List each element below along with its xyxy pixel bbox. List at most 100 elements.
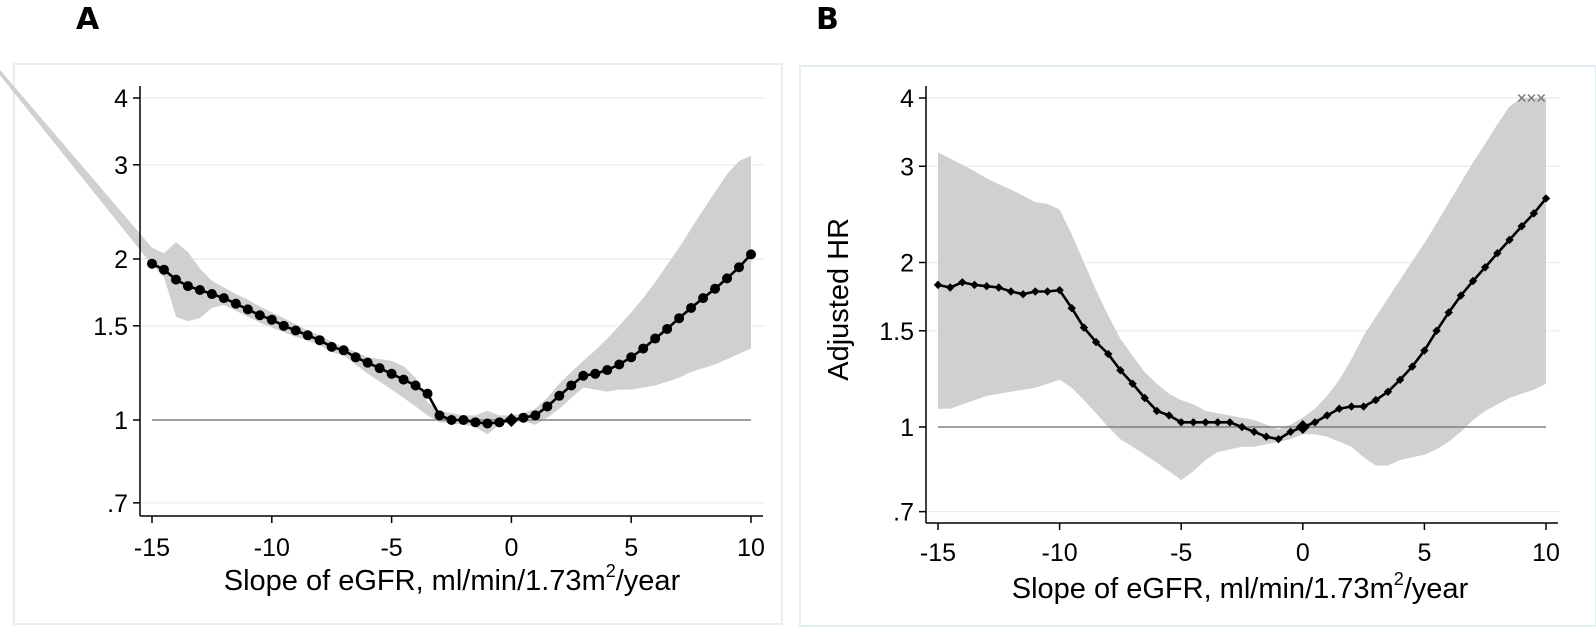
y-tick-label: 4	[114, 85, 128, 113]
data-point	[746, 249, 756, 260]
plot-frame	[13, 63, 783, 625]
confidence-band	[938, 98, 1546, 480]
x-tick-label: 5	[1417, 539, 1431, 567]
data-point	[1371, 395, 1380, 405]
x-axis-label: Slope of eGFR, ml/min/1.73m2/year	[1012, 569, 1469, 605]
data-point	[206, 289, 217, 300]
data-point	[1055, 285, 1064, 295]
data-point	[970, 280, 979, 290]
data-point	[1018, 289, 1028, 299]
x-tick-label: -5	[1170, 539, 1192, 567]
data-point	[578, 370, 589, 381]
data-point	[230, 298, 241, 309]
data-point	[1177, 418, 1186, 427]
data-point	[602, 365, 613, 376]
data-point	[338, 345, 349, 356]
data-point	[1359, 402, 1368, 411]
y-tick-label: 1.5	[93, 313, 128, 341]
data-point	[266, 314, 277, 325]
data-point	[1310, 418, 1320, 427]
data-point	[566, 380, 577, 391]
reference-point	[1295, 420, 1310, 434]
data-point	[422, 388, 433, 399]
data-point	[614, 359, 625, 370]
data-point	[386, 368, 397, 379]
data-point	[362, 357, 373, 368]
x-tick-label: -15	[920, 539, 956, 567]
data-point	[1517, 222, 1526, 231]
x-tick-label: -10	[1042, 539, 1078, 567]
data-point	[933, 280, 943, 290]
data-point	[1481, 263, 1490, 272]
data-point	[254, 310, 265, 321]
data-point	[326, 341, 337, 352]
data-point	[302, 330, 313, 341]
data-point	[1420, 346, 1429, 355]
data-point	[1225, 418, 1235, 427]
x-axis-label-main: Slope of eGFR, ml/min/1.73m	[224, 565, 606, 597]
data-point	[1456, 291, 1466, 300]
x-tick-label: -15	[134, 534, 170, 562]
x-tick-label: 0	[504, 534, 518, 562]
y-tick-label: .7	[107, 490, 128, 518]
data-point	[170, 274, 181, 285]
data-point	[710, 283, 721, 294]
data-point	[242, 304, 253, 315]
y-tick-label: 3	[114, 152, 128, 180]
data-point	[638, 343, 649, 354]
x-tick-label: 0	[1296, 539, 1310, 567]
data-point	[1116, 366, 1125, 375]
panel-a: .7 1 1.5 2 3 4 -15 -10 -5 0 5 10 Slope of eGFR, ml/m…	[0, 63, 783, 625]
y-tick-label: 2	[114, 246, 128, 274]
data-point	[674, 313, 685, 324]
data-point	[1201, 418, 1210, 427]
data-point	[1468, 276, 1478, 286]
x-axis-label-superscript: 2	[606, 561, 616, 581]
x-tick-label: 10	[1532, 539, 1560, 567]
y-tick-label: 2	[900, 250, 914, 278]
x-tick-label: -5	[380, 534, 402, 562]
data-point	[1031, 287, 1040, 296]
data-point	[662, 323, 673, 334]
x-axis-label-main: Slope of eGFR, ml/min/1.73m	[1012, 573, 1394, 605]
data-point	[446, 415, 457, 425]
data-point	[1189, 418, 1198, 427]
data-point	[590, 368, 601, 379]
y-tick-label: 1	[114, 407, 128, 435]
data-point	[945, 283, 955, 292]
x-axis-label-tail: /year	[1404, 573, 1469, 605]
panel-b: .7 1 1.5 2 3 4 -15 -10 -5 0 5 10 Slope of eGFR, ml/m…	[799, 65, 1596, 627]
x-axis-label: Slope of eGFR, ml/min/1.73m2/year	[224, 561, 681, 597]
data-point	[554, 390, 565, 401]
x-axis-label-tail: /year	[616, 565, 681, 597]
data-point	[982, 281, 991, 291]
plot-frame	[799, 65, 1596, 627]
data-point	[1140, 393, 1149, 403]
y-tick-label: 4	[900, 85, 914, 113]
truncation-marker	[1517, 94, 1526, 102]
data-point	[482, 418, 493, 429]
data-point	[182, 281, 193, 292]
data-point	[1152, 406, 1162, 416]
panel-a-letter: A	[76, 2, 100, 37]
data-point	[686, 302, 697, 313]
data-point	[1432, 326, 1441, 335]
data-point	[958, 278, 967, 287]
data-point	[1006, 287, 1016, 296]
x-tick-label: 10	[737, 534, 765, 562]
data-point	[194, 285, 205, 296]
panel-b-letter: B	[816, 2, 839, 37]
data-point	[1335, 404, 1344, 413]
data-point	[518, 412, 529, 423]
data-point	[158, 264, 169, 275]
data-point	[290, 325, 301, 336]
data-point	[218, 293, 229, 304]
data-point	[1104, 349, 1113, 359]
data-point	[1322, 411, 1332, 420]
data-point	[1262, 432, 1271, 441]
data-point	[1164, 411, 1174, 420]
data-point	[542, 401, 553, 412]
data-point	[1274, 434, 1283, 444]
data-point	[698, 293, 709, 304]
data-point	[530, 410, 541, 421]
